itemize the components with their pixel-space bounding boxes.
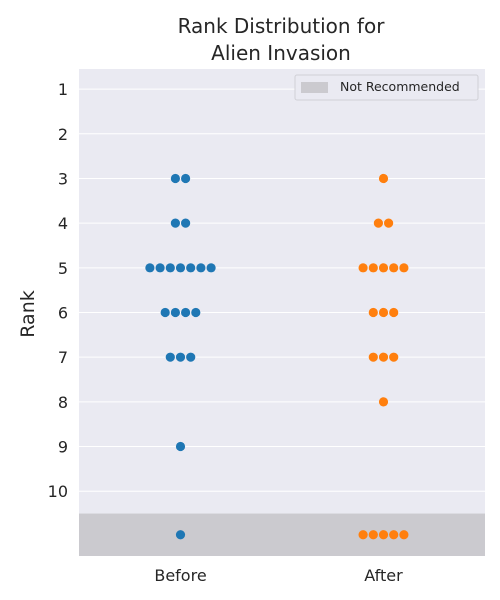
y-tick-label: 1 bbox=[58, 80, 68, 99]
data-point bbox=[378, 173, 389, 184]
legend-swatch bbox=[301, 82, 328, 93]
data-point-not-recommended bbox=[378, 530, 389, 540]
data-point bbox=[368, 352, 378, 362]
y-tick-label: 4 bbox=[58, 214, 68, 233]
data-point bbox=[186, 352, 196, 362]
data-point bbox=[191, 307, 201, 318]
legend-label: Not Recommended bbox=[340, 79, 460, 94]
data-point bbox=[160, 307, 170, 318]
data-point bbox=[378, 352, 389, 362]
data-points bbox=[145, 173, 409, 540]
data-point bbox=[165, 352, 175, 362]
y-axis-label: Rank bbox=[17, 290, 39, 337]
data-point bbox=[399, 263, 409, 273]
data-point bbox=[378, 307, 389, 318]
data-point bbox=[145, 263, 155, 273]
data-point bbox=[170, 218, 180, 228]
y-tick-label: 7 bbox=[58, 348, 68, 367]
data-point bbox=[378, 397, 389, 407]
grid-lines bbox=[79, 88, 485, 492]
data-point bbox=[186, 263, 196, 273]
chart-title-line-1: Rank Distribution for bbox=[178, 14, 386, 38]
data-point bbox=[368, 263, 378, 273]
y-tick-label: 9 bbox=[58, 438, 68, 457]
y-tick-label: 5 bbox=[58, 259, 68, 278]
data-point bbox=[389, 307, 399, 318]
y-tick-label: 3 bbox=[58, 169, 68, 188]
legend-box bbox=[294, 74, 479, 101]
data-point-not-recommended bbox=[389, 530, 399, 540]
data-point bbox=[175, 441, 186, 452]
y-tick-labels: 1 2 3 4 5 6 7 8 9 10 bbox=[48, 80, 68, 501]
data-point bbox=[165, 263, 175, 273]
x-tick-label: Before bbox=[154, 566, 206, 585]
data-point bbox=[181, 218, 191, 228]
data-point bbox=[175, 263, 186, 273]
data-point bbox=[170, 173, 180, 184]
data-point bbox=[389, 352, 399, 362]
data-point-not-recommended bbox=[175, 530, 186, 540]
x-tick-labels: Before After bbox=[154, 566, 403, 585]
data-point bbox=[368, 307, 378, 318]
data-point bbox=[196, 263, 206, 273]
data-point bbox=[181, 307, 191, 318]
data-point bbox=[170, 307, 180, 318]
legend: Not Recommended bbox=[294, 74, 479, 101]
data-point bbox=[373, 218, 383, 228]
data-point bbox=[155, 263, 165, 273]
data-point bbox=[175, 352, 186, 362]
y-tick-label: 10 bbox=[48, 482, 68, 501]
data-point bbox=[358, 263, 368, 273]
data-point-not-recommended bbox=[358, 530, 368, 540]
not-recommended-band bbox=[79, 513, 485, 556]
data-point bbox=[389, 263, 399, 273]
data-point-not-recommended bbox=[368, 530, 378, 540]
y-tick-label: 2 bbox=[58, 125, 68, 144]
data-point bbox=[384, 218, 394, 228]
data-point bbox=[181, 173, 191, 184]
data-point bbox=[206, 263, 216, 273]
x-tick-label: After bbox=[364, 566, 403, 585]
data-point-not-recommended bbox=[399, 530, 409, 540]
y-tick-label: 8 bbox=[58, 393, 68, 412]
y-tick-label: 6 bbox=[58, 304, 68, 323]
data-point bbox=[378, 263, 389, 273]
chart-title-line-2: Alien Invasion bbox=[211, 41, 351, 65]
